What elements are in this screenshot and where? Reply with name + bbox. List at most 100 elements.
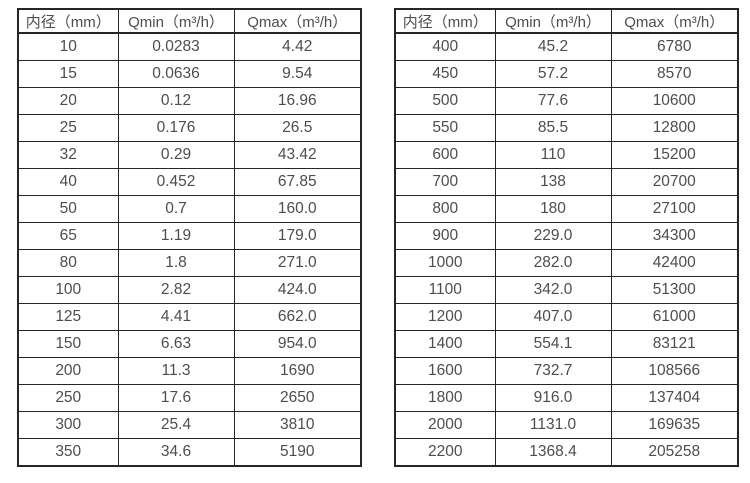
cell: 0.29 bbox=[117, 141, 235, 169]
cell: 0.176 bbox=[117, 114, 235, 142]
cell: 5190 bbox=[233, 438, 362, 467]
cell: 108566 bbox=[610, 357, 739, 385]
cell: 83121 bbox=[610, 330, 739, 358]
table-row: 10 0.0283 4.42 bbox=[17, 32, 362, 61]
cell: 51300 bbox=[610, 276, 739, 304]
cell: 10600 bbox=[610, 87, 739, 115]
table-row: 150 6.63 954.0 bbox=[17, 330, 362, 358]
cell: 3810 bbox=[233, 411, 362, 439]
cell: 11.3 bbox=[117, 357, 235, 385]
cell: 20700 bbox=[610, 168, 739, 196]
cell: 0.0636 bbox=[117, 60, 235, 88]
table-row: 500 77.6 10600 bbox=[394, 87, 739, 115]
table-row: 1200 407.0 61000 bbox=[394, 303, 739, 331]
cell: 1200 bbox=[394, 303, 496, 331]
column-header-qmax: Qmax（m³/h） bbox=[233, 8, 362, 34]
table-row: 2000 1131.0 169635 bbox=[394, 411, 739, 439]
column-header-qmax: Qmax（m³/h） bbox=[610, 8, 739, 34]
cell: 137404 bbox=[610, 384, 739, 412]
table-body: 10 0.0283 4.42 15 0.0636 9.54 20 0.12 16.96 25 0.1… bbox=[17, 32, 362, 467]
header-row: 内径（mm） Qmin（m³/h） Qmax（m³/h） bbox=[17, 8, 362, 34]
column-header-qmin: Qmin（m³/h） bbox=[117, 8, 235, 34]
cell: 2.82 bbox=[117, 276, 235, 304]
cell: 110 bbox=[494, 141, 612, 169]
cell: 6780 bbox=[610, 32, 739, 61]
cell: 26.5 bbox=[233, 114, 362, 142]
cell: 554.1 bbox=[494, 330, 612, 358]
cell: 1368.4 bbox=[494, 438, 612, 467]
cell: 50 bbox=[17, 195, 119, 223]
cell: 12800 bbox=[610, 114, 739, 142]
table-row: 65 1.19 179.0 bbox=[17, 222, 362, 250]
table-row: 1400 554.1 83121 bbox=[394, 330, 739, 358]
cell: 10 bbox=[17, 32, 119, 61]
cell: 179.0 bbox=[233, 222, 362, 250]
table-row: 1000 282.0 42400 bbox=[394, 249, 739, 277]
table-row: 600 110 15200 bbox=[394, 141, 739, 169]
cell: 4.42 bbox=[233, 32, 362, 61]
cell: 732.7 bbox=[494, 357, 612, 385]
table-row: 800 180 27100 bbox=[394, 195, 739, 223]
cell: 271.0 bbox=[233, 249, 362, 277]
cell: 42400 bbox=[610, 249, 739, 277]
cell: 17.6 bbox=[117, 384, 235, 412]
table-row: 100 2.82 424.0 bbox=[17, 276, 362, 304]
cell: 43.42 bbox=[233, 141, 362, 169]
cell: 138 bbox=[494, 168, 612, 196]
cell: 9.54 bbox=[233, 60, 362, 88]
cell: 67.85 bbox=[233, 168, 362, 196]
cell: 1.8 bbox=[117, 249, 235, 277]
cell: 180 bbox=[494, 195, 612, 223]
cell: 15 bbox=[17, 60, 119, 88]
cell: 65 bbox=[17, 222, 119, 250]
cell: 1800 bbox=[394, 384, 496, 412]
cell: 1000 bbox=[394, 249, 496, 277]
cell: 400 bbox=[394, 32, 496, 61]
cell: 550 bbox=[394, 114, 496, 142]
table-row: 350 34.6 5190 bbox=[17, 438, 362, 467]
cell: 900 bbox=[394, 222, 496, 250]
table-row: 1100 342.0 51300 bbox=[394, 276, 739, 304]
cell: 45.2 bbox=[494, 32, 612, 61]
cell: 15200 bbox=[610, 141, 739, 169]
cell: 61000 bbox=[610, 303, 739, 331]
cell: 342.0 bbox=[494, 276, 612, 304]
cell: 4.41 bbox=[117, 303, 235, 331]
cell: 40 bbox=[17, 168, 119, 196]
cell: 954.0 bbox=[233, 330, 362, 358]
table-row: 250 17.6 2650 bbox=[17, 384, 362, 412]
cell: 229.0 bbox=[494, 222, 612, 250]
cell: 205258 bbox=[610, 438, 739, 467]
cell: 34.6 bbox=[117, 438, 235, 467]
cell: 500 bbox=[394, 87, 496, 115]
table-row: 200 11.3 1690 bbox=[17, 357, 362, 385]
cell: 282.0 bbox=[494, 249, 612, 277]
table-row: 400 45.2 6780 bbox=[394, 32, 739, 61]
cell: 0.7 bbox=[117, 195, 235, 223]
column-header-diameter: 内径（mm） bbox=[394, 8, 496, 34]
cell: 2650 bbox=[233, 384, 362, 412]
table-row: 1600 732.7 108566 bbox=[394, 357, 739, 385]
cell: 34300 bbox=[610, 222, 739, 250]
table-row: 25 0.176 26.5 bbox=[17, 114, 362, 142]
table-row: 1800 916.0 137404 bbox=[394, 384, 739, 412]
cell: 350 bbox=[17, 438, 119, 467]
table-row: 125 4.41 662.0 bbox=[17, 303, 362, 331]
cell: 32 bbox=[17, 141, 119, 169]
cell: 300 bbox=[17, 411, 119, 439]
cell: 160.0 bbox=[233, 195, 362, 223]
table-row: 550 85.5 12800 bbox=[394, 114, 739, 142]
table-row: 2200 1368.4 205258 bbox=[394, 438, 739, 467]
cell: 1.19 bbox=[117, 222, 235, 250]
cell: 85.5 bbox=[494, 114, 612, 142]
cell: 25 bbox=[17, 114, 119, 142]
cell: 100 bbox=[17, 276, 119, 304]
cell: 0.12 bbox=[117, 87, 235, 115]
column-header-qmin: Qmin（m³/h） bbox=[494, 8, 612, 34]
flow-table-right: 内径（mm） Qmin（m³/h） Qmax（m³/h） 400 45.2 6780… bbox=[394, 8, 739, 467]
table-row: 80 1.8 271.0 bbox=[17, 249, 362, 277]
cell: 80 bbox=[17, 249, 119, 277]
cell: 20 bbox=[17, 87, 119, 115]
cell: 0.0283 bbox=[117, 32, 235, 61]
table-row: 300 25.4 3810 bbox=[17, 411, 362, 439]
